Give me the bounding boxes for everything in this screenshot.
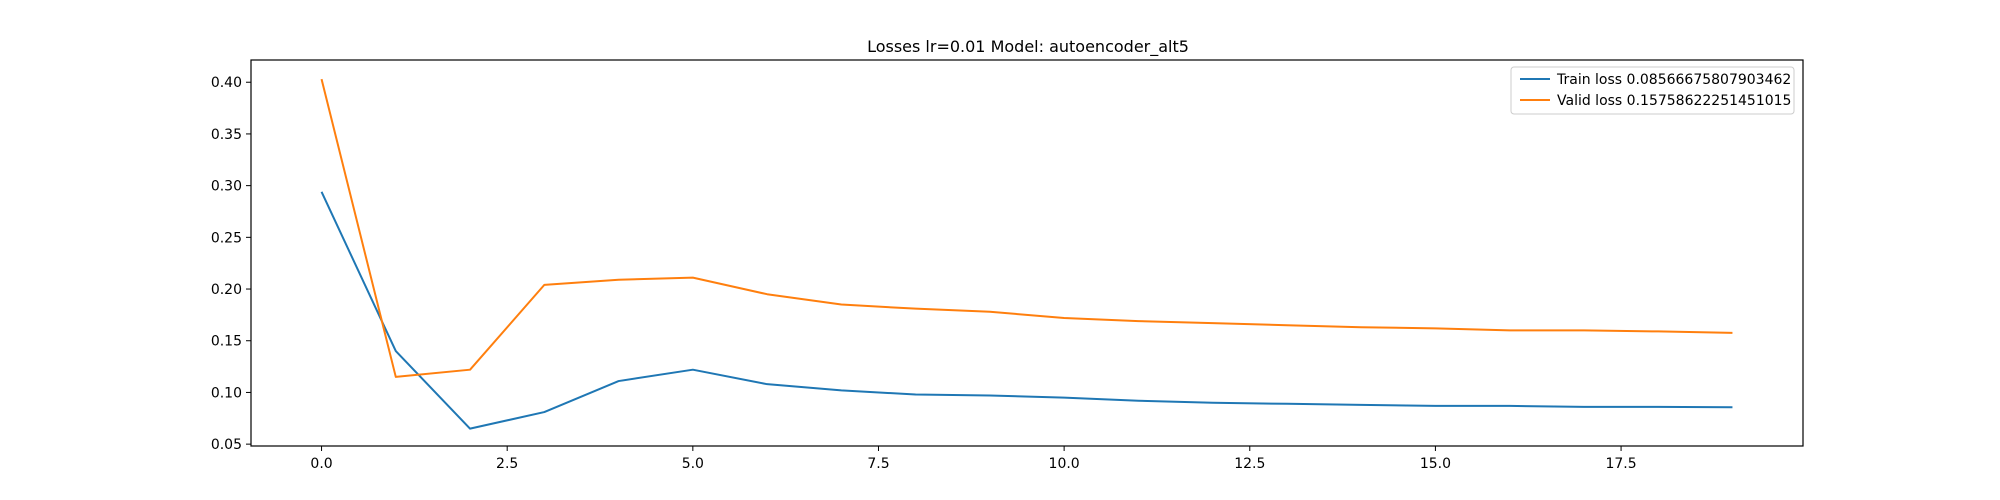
y-tick-label: 0.20 <box>211 282 242 298</box>
x-tick-label: 7.5 <box>867 456 889 472</box>
legend-valid-label: Valid loss 0.15758622251451015 <box>1557 93 1791 109</box>
axis-ticks: 0.0 2.5 5.0 7.5 10.0 12.5 15.0 17.5 0.05 0.10 0.15… <box>211 75 1637 472</box>
x-tick-label: 10.0 <box>1049 456 1080 472</box>
legend-train-label: Train loss 0.08566675807903462 <box>1556 72 1791 88</box>
series-line-valid <box>320 78 1733 378</box>
x-tick-label: 12.5 <box>1234 456 1265 472</box>
plot-area <box>320 78 1733 430</box>
y-tick-label: 0.35 <box>211 127 242 143</box>
y-tick-label: 0.15 <box>211 334 242 350</box>
x-tick-label: 17.5 <box>1605 456 1636 472</box>
x-tick-label: 15.0 <box>1420 456 1451 472</box>
series-line-train <box>320 191 1733 430</box>
y-tick-label: 0.40 <box>211 75 242 91</box>
legend-box <box>1510 66 1795 115</box>
y-tick-label: 0.30 <box>211 179 242 195</box>
x-tick-label: 2.5 <box>496 456 518 472</box>
y-tick-label: 0.10 <box>211 385 242 401</box>
legend: Train loss 0.08566675807903462 Valid los… <box>1510 66 1795 115</box>
x-tick-label: 0.0 <box>310 456 332 472</box>
y-tick-label: 0.05 <box>211 437 242 453</box>
x-tick-label: 5.0 <box>682 456 704 472</box>
y-tick-label: 0.25 <box>211 230 242 246</box>
axes-frame <box>250 59 1804 447</box>
chart-title: Losses lr=0.01 Model: autoencoder_alt5 <box>867 37 1189 57</box>
